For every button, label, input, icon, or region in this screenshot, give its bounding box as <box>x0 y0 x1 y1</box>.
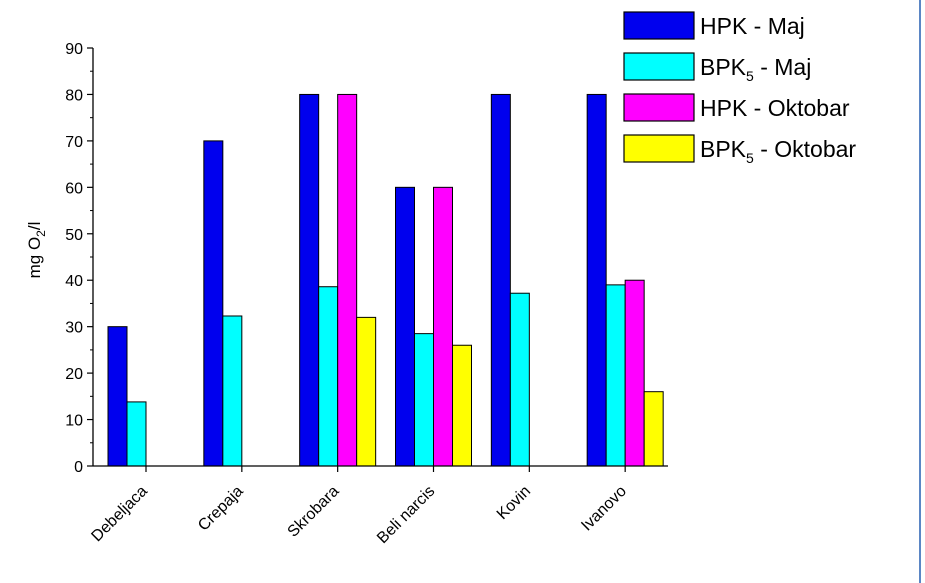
bar-3-3 <box>452 344 472 467</box>
legend-swatch <box>623 93 695 122</box>
y-tick-label: 40 <box>65 273 83 290</box>
bar-3-5 <box>643 391 664 467</box>
bar-1-3 <box>414 333 434 467</box>
y-tick-label: 0 <box>74 459 83 476</box>
y-tick-label: 80 <box>65 87 83 104</box>
y-axis-label: mg O2/l <box>25 222 48 279</box>
y-tick-label: 30 <box>65 320 83 337</box>
bar-0-4 <box>490 93 511 467</box>
bar-0-1 <box>203 140 224 467</box>
x-tick-label: Crepaja <box>195 483 247 535</box>
y-tick-label: 90 <box>65 41 83 58</box>
bar-1-4 <box>509 292 530 467</box>
bar-1-5 <box>605 284 626 467</box>
legend-swatch <box>623 11 695 40</box>
y-tick-label: 70 <box>65 134 83 151</box>
axes-layer <box>87 47 668 472</box>
legend-label: HPK - Maj <box>700 13 805 39</box>
y-tick-labels: 0 10 20 30 40 50 60 70 80 90 <box>65 41 83 476</box>
y-tick-label: 60 <box>65 180 83 197</box>
bar-3-2 <box>356 316 377 467</box>
legend-label: BPK5 - Maj <box>700 54 811 84</box>
bar-0-3 <box>395 186 415 467</box>
bar-2-2 <box>337 93 358 467</box>
bars-layer <box>107 93 664 467</box>
x-tick-labels: Debeljaca Crepaja Skrobara Beli narcis Kovin… <box>88 483 630 547</box>
bar-1-0 <box>126 401 147 467</box>
bar-0-0 <box>107 326 128 467</box>
bar-1-2 <box>318 286 339 467</box>
legend-swatch <box>623 134 695 163</box>
legend-swatch <box>623 52 695 81</box>
y-tick-label: 20 <box>65 366 83 383</box>
window-edge <box>919 0 925 583</box>
bar-0-2 <box>299 93 320 467</box>
legend-label: HPK - Oktobar <box>700 95 850 121</box>
y-axis-title: mg O2/l <box>25 222 48 279</box>
bar-2-5 <box>624 279 645 467</box>
bar-1-1 <box>222 315 243 467</box>
y-tick-label: 10 <box>65 413 83 430</box>
legend: HPK - Maj BPK5 - Maj HPK - Oktobar BPK5 - O… <box>623 11 856 166</box>
bar-2-3 <box>433 186 453 467</box>
x-tick-label: Debeljaca <box>88 483 150 545</box>
x-tick-label: Ivanovo <box>578 483 630 535</box>
y-tick-label: 50 <box>65 227 83 244</box>
x-tick-label: Beli narcis <box>374 483 438 547</box>
x-tick-label: Kovin <box>494 483 534 523</box>
legend-label: BPK5 - Oktobar <box>700 136 856 166</box>
bar-0-5 <box>586 93 607 467</box>
x-tick-label: Skrobara <box>285 483 343 541</box>
